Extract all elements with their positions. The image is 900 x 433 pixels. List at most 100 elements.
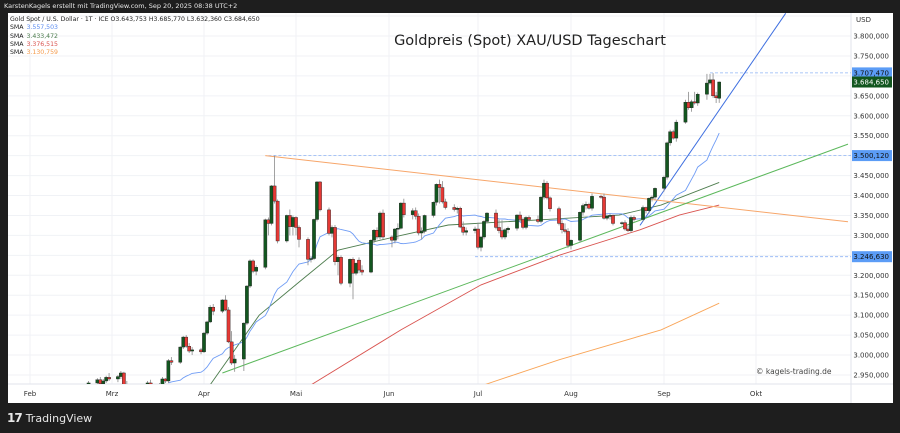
candle-body — [500, 230, 504, 238]
candle-body — [137, 389, 140, 399]
candle-body — [101, 380, 106, 384]
candle — [587, 202, 591, 210]
price-label-box — [852, 67, 892, 79]
candle-body — [644, 207, 648, 211]
candle — [393, 228, 397, 244]
candle-body — [714, 95, 718, 99]
candle-body — [479, 236, 483, 248]
candle-body — [473, 228, 477, 231]
trendline-2 — [265, 155, 849, 223]
candle-body — [309, 258, 313, 260]
candle — [128, 389, 131, 403]
candle — [402, 198, 406, 218]
candle — [122, 371, 126, 384]
candle — [126, 380, 128, 384]
candle — [223, 295, 228, 312]
candle — [327, 207, 331, 236]
candle-body — [431, 202, 436, 216]
y-tick-label: 3.750,000 — [853, 52, 889, 60]
candle — [148, 379, 153, 384]
candle — [647, 197, 651, 214]
candle-body — [674, 121, 679, 139]
sma-legend-3[interactable]: SMA 3.376,515 — [10, 41, 260, 49]
candle-body — [518, 214, 522, 220]
candle — [671, 129, 675, 140]
candle — [242, 322, 246, 371]
candle — [190, 347, 194, 356]
candle-body — [626, 228, 630, 231]
trendline-3 — [222, 143, 849, 374]
sma-legend-value: 3.130,759 — [26, 49, 59, 57]
candle-body — [336, 257, 340, 262]
candle-body — [608, 215, 612, 217]
sma-legend-label: SMA — [10, 24, 24, 32]
candle-body — [545, 182, 549, 199]
candle-body — [399, 202, 403, 229]
x-tick-label: Okt — [750, 390, 763, 398]
candle — [416, 213, 421, 236]
candle-body — [717, 81, 721, 99]
candle — [410, 208, 415, 220]
x-tick-label: Feb — [24, 390, 37, 398]
candle-body — [443, 201, 448, 208]
candle — [623, 220, 627, 231]
candle — [524, 216, 528, 230]
watermark: © kagels-trading.de — [756, 367, 832, 376]
candle — [644, 206, 648, 214]
candle — [497, 219, 501, 234]
candle-body — [560, 223, 564, 231]
sma-legend-4[interactable]: SMA 3.130,759 — [10, 49, 260, 57]
candle-body — [581, 205, 585, 213]
candle — [653, 187, 657, 200]
candle — [506, 226, 510, 234]
candle — [683, 99, 688, 124]
candle — [248, 259, 252, 289]
candle-body — [587, 204, 591, 209]
candle — [160, 376, 165, 384]
chart-panel[interactable] — [8, 13, 893, 403]
y-tick-label: 3.100,000 — [853, 312, 889, 320]
candle — [695, 92, 700, 106]
candle-body — [181, 336, 186, 348]
candle — [116, 374, 120, 383]
tradingview-logo[interactable]: 17 TradingView — [7, 411, 92, 425]
candle-body — [369, 239, 373, 273]
candle — [211, 303, 216, 316]
candle-body — [348, 259, 352, 284]
candle-body — [461, 226, 465, 233]
candle-body — [440, 187, 445, 203]
candle — [605, 214, 609, 221]
candle — [494, 209, 498, 230]
candle — [143, 385, 146, 397]
candle — [692, 91, 697, 105]
candle-body — [315, 181, 319, 220]
sma-legend-1[interactable]: SMA 3.557,503 — [10, 24, 260, 32]
candle-body — [116, 376, 120, 380]
candle — [686, 91, 691, 110]
candle-body — [119, 372, 123, 377]
candle-body — [372, 230, 376, 241]
candle-body — [599, 196, 603, 198]
candle-body — [557, 208, 561, 224]
candle — [458, 206, 463, 229]
candle — [629, 215, 633, 233]
sma-line-4 — [485, 302, 720, 384]
candle — [169, 357, 174, 366]
candle — [714, 91, 718, 103]
candle-body — [629, 217, 633, 231]
candle-body — [169, 360, 174, 363]
candle-body — [122, 372, 126, 384]
candle-body — [351, 259, 355, 274]
candle — [539, 196, 543, 224]
candle — [518, 211, 522, 222]
candle — [208, 305, 212, 324]
candle-body — [402, 202, 406, 215]
candle — [650, 195, 654, 202]
candle-body — [452, 207, 457, 210]
candle — [181, 335, 186, 350]
candle — [440, 181, 445, 204]
sma-legend-2[interactable]: SMA 3.433,472 — [10, 33, 260, 41]
candle — [413, 207, 418, 220]
y-tick-label: 3.050,000 — [853, 332, 889, 340]
